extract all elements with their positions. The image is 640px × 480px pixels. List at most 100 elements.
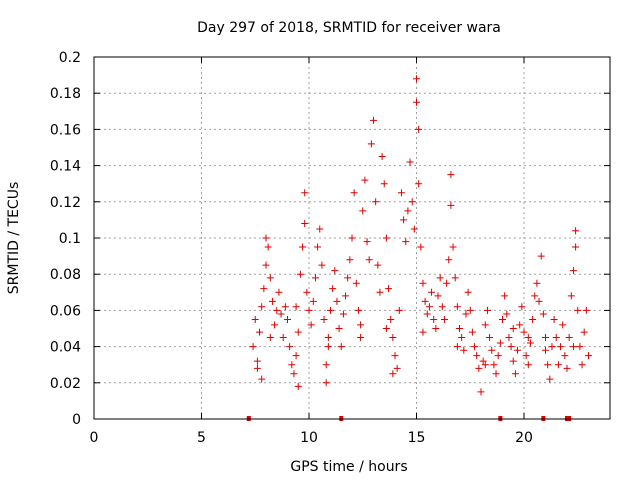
data-point xyxy=(425,303,433,311)
data-point xyxy=(408,198,416,206)
data-point xyxy=(339,310,347,318)
data-point xyxy=(367,140,375,148)
data-point xyxy=(402,238,410,246)
data-point xyxy=(335,325,343,332)
data-point xyxy=(337,343,345,351)
data-point xyxy=(357,334,365,342)
data-point xyxy=(447,171,455,179)
data-point xyxy=(417,243,425,251)
data-point xyxy=(333,297,341,305)
data-point xyxy=(533,279,541,287)
data-point xyxy=(406,158,414,166)
x-axis-ticks: 0 5 10 15 20 xyxy=(90,57,533,446)
data-point xyxy=(260,285,268,293)
data-point xyxy=(447,201,455,209)
data-point xyxy=(471,343,479,351)
data-point xyxy=(251,315,259,323)
y-tick-label: 0.16 xyxy=(50,122,81,138)
data-point xyxy=(344,274,352,282)
data-point xyxy=(382,325,390,332)
data-point xyxy=(501,292,509,300)
data-point xyxy=(582,306,590,314)
data-point xyxy=(273,306,281,314)
data-point xyxy=(514,346,522,354)
data-point xyxy=(574,306,582,314)
data-point xyxy=(395,306,403,314)
data-point xyxy=(301,189,309,197)
data-point xyxy=(479,357,487,365)
data-point xyxy=(569,267,577,275)
data-point xyxy=(494,352,502,360)
x-tick-label: 15 xyxy=(408,430,426,446)
data-point xyxy=(518,303,526,311)
x-tick-label: 10 xyxy=(300,430,318,446)
data-point xyxy=(324,334,332,342)
data-point xyxy=(481,321,489,329)
data-point xyxy=(400,216,408,224)
data-point xyxy=(423,310,431,318)
data-point xyxy=(348,234,356,242)
data-point xyxy=(486,334,494,342)
data-point xyxy=(346,256,354,264)
data-point xyxy=(434,292,442,300)
data-point xyxy=(483,306,491,314)
data-point xyxy=(331,267,339,275)
y-tick-label: 0.08 xyxy=(50,267,81,283)
data-point xyxy=(410,225,418,233)
data-point xyxy=(361,176,369,184)
y-tick-label: 0.12 xyxy=(50,195,81,211)
data-point xyxy=(490,361,498,369)
data-point xyxy=(324,343,332,351)
data-point xyxy=(262,261,270,269)
data-point xyxy=(445,256,453,264)
data-point xyxy=(428,288,436,296)
data-point xyxy=(389,370,397,378)
data-point xyxy=(554,361,562,369)
y-axis-ticks: 0 0.02 0.04 0.06 0.08 0.1 0.12 0.14 0.16 0.18 0.2 xyxy=(50,50,610,428)
data-point xyxy=(380,180,388,188)
data-point xyxy=(294,382,302,390)
data-point xyxy=(557,343,565,351)
x-tick-label: 5 xyxy=(197,430,206,446)
data-point xyxy=(281,303,289,311)
data-point xyxy=(436,274,444,282)
data-point xyxy=(350,189,358,197)
data-point xyxy=(507,343,515,351)
data-point xyxy=(288,361,296,369)
data-point xyxy=(277,310,285,318)
data-point xyxy=(249,343,257,351)
y-tick-label: 0.06 xyxy=(50,303,81,319)
data-point xyxy=(550,315,558,323)
data-point xyxy=(378,153,386,161)
data-point xyxy=(546,375,554,383)
data-point xyxy=(419,279,427,287)
y-axis-label: SRMTID / TECUs xyxy=(6,182,22,295)
data-point xyxy=(258,375,266,383)
data-point xyxy=(301,220,309,228)
x-tick-label: 0 xyxy=(90,430,99,446)
data-point xyxy=(264,243,272,251)
data-point xyxy=(322,379,330,387)
data-point xyxy=(451,274,459,282)
data-point xyxy=(567,292,575,300)
data-point xyxy=(314,243,322,251)
data-point xyxy=(443,279,451,287)
data-point xyxy=(266,274,274,282)
y-tick-label: 0.1 xyxy=(59,231,81,247)
data-point xyxy=(438,303,446,311)
data-point xyxy=(430,315,438,323)
data-point xyxy=(268,297,276,305)
data-point xyxy=(453,343,461,351)
data-point xyxy=(275,288,283,296)
data-point xyxy=(296,270,304,278)
data-point xyxy=(258,303,266,311)
data-point xyxy=(458,334,466,342)
data-point xyxy=(453,303,461,311)
data-point xyxy=(488,346,496,354)
data-point xyxy=(299,243,307,251)
data-point xyxy=(292,303,300,311)
y-tick-label: 0.18 xyxy=(50,86,81,102)
data-point xyxy=(511,370,519,378)
data-point xyxy=(509,357,517,365)
